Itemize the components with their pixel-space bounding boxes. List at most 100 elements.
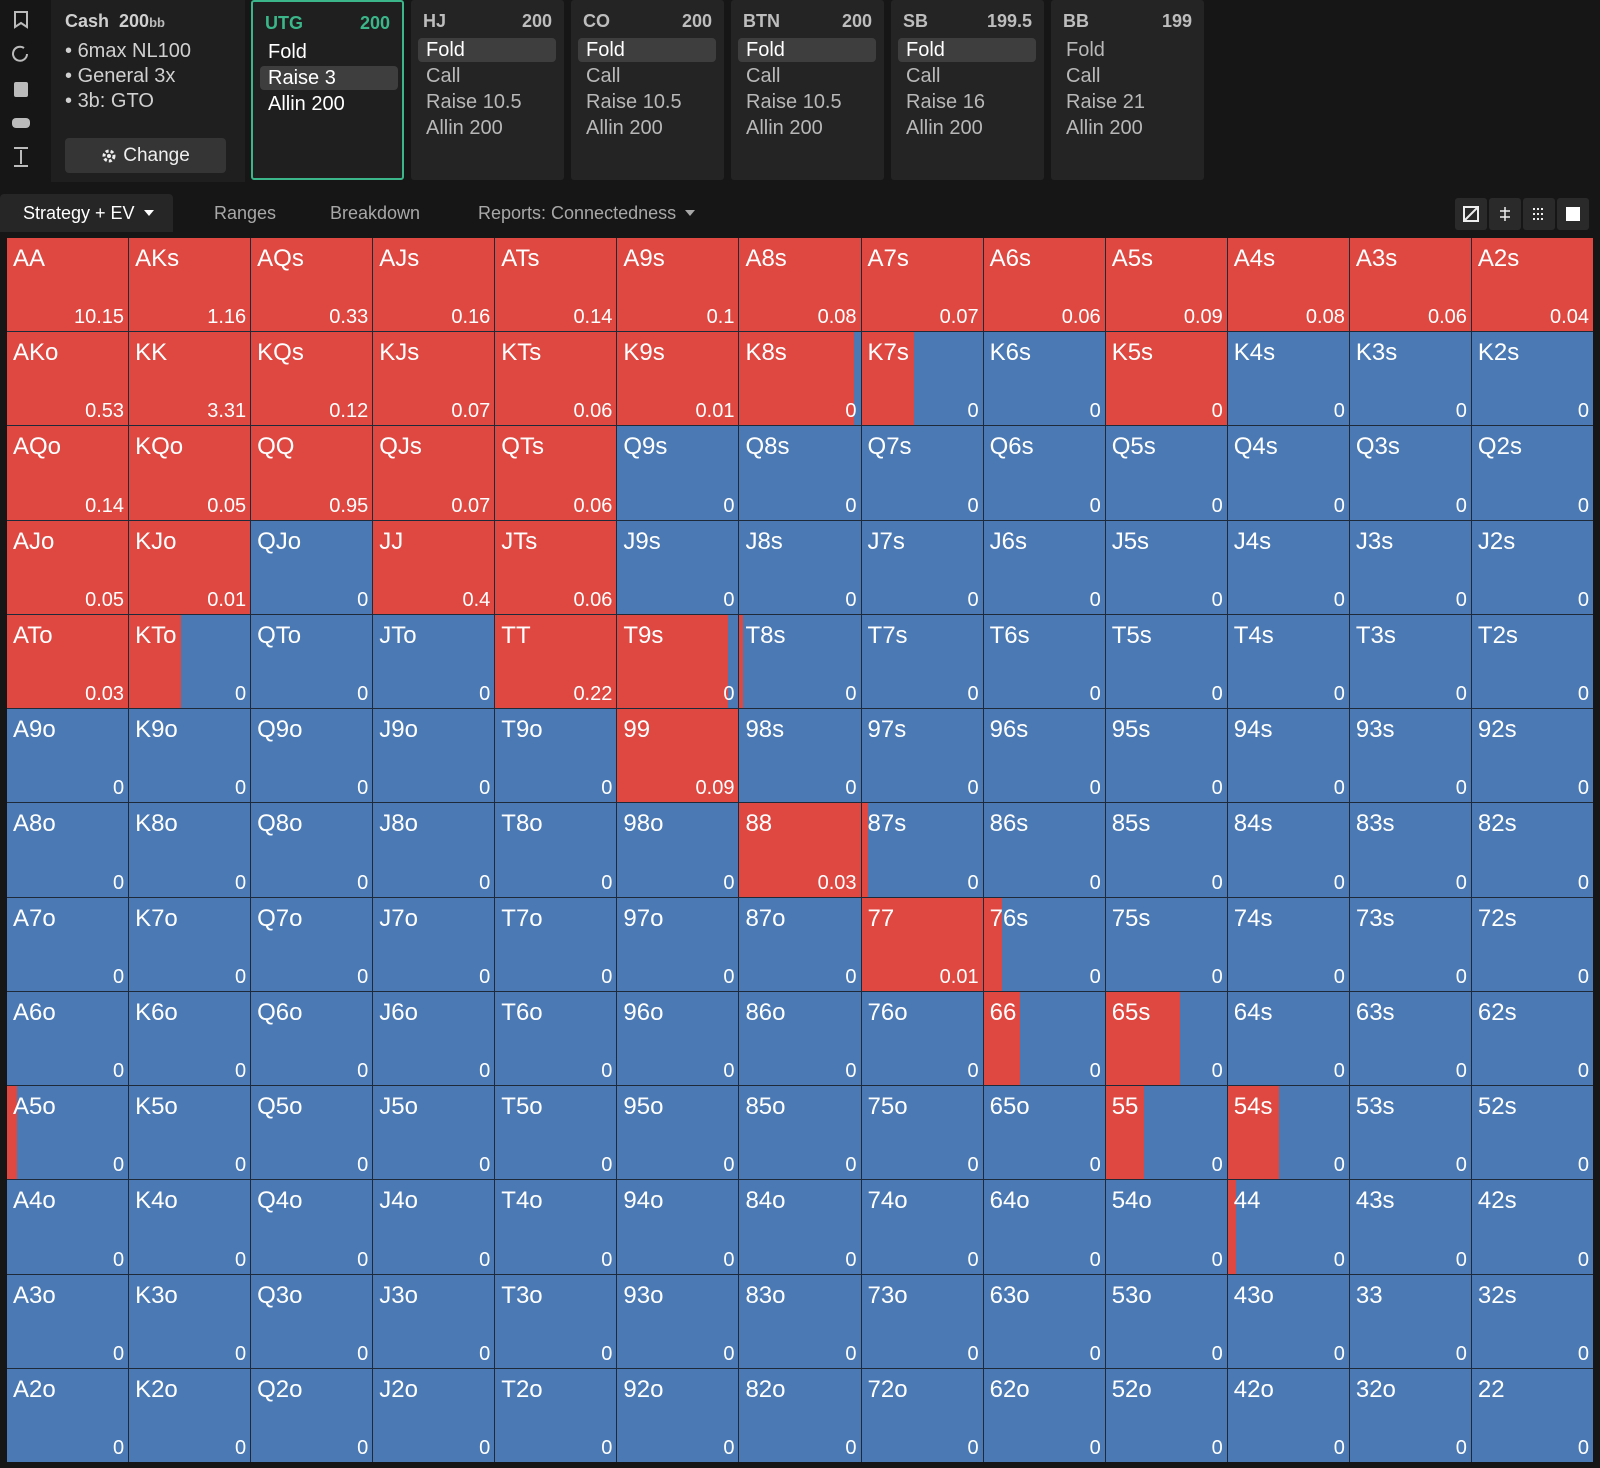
hand-cell[interactable]: ATo 0.03 <box>7 614 129 709</box>
hand-cell[interactable]: KK 3.31 <box>129 332 251 426</box>
hand-cell[interactable]: 52s 0 <box>1471 1086 1593 1180</box>
hand-cell[interactable]: A5o 0 <box>7 1086 129 1180</box>
position-panel[interactable]: CO 200 Fold Call Raise 10.5 Allin 200 <box>571 0 724 180</box>
hand-cell[interactable]: Q2s 0 <box>1471 426 1593 520</box>
hand-cell[interactable]: A5s 0.09 <box>1105 238 1227 332</box>
hand-cell[interactable]: 84s 0 <box>1227 803 1349 897</box>
hand-cell[interactable]: 86o 0 <box>739 991 861 1086</box>
action-option[interactable]: Allin 200 <box>906 117 983 139</box>
hand-cell[interactable]: 53s 0 <box>1349 1086 1471 1180</box>
hand-cell[interactable]: Q9s 0 <box>617 426 739 520</box>
hand-cell[interactable]: AQs 0.33 <box>251 238 373 332</box>
hand-cell[interactable]: J7o 0 <box>373 897 495 991</box>
action-option[interactable]: Fold <box>1066 39 1105 61</box>
hand-cell[interactable]: Q6s 0 <box>983 426 1105 520</box>
hand-cell[interactable]: 93s 0 <box>1349 709 1471 803</box>
hand-cell[interactable]: T2s 0 <box>1471 614 1593 709</box>
hand-cell[interactable]: T8s 0 <box>739 614 861 709</box>
action-option[interactable]: Fold <box>418 38 556 62</box>
hand-cell[interactable]: K2s 0 <box>1471 332 1593 426</box>
action-option[interactable]: Raise 16 <box>906 91 985 113</box>
hand-cell[interactable]: J4o 0 <box>373 1180 495 1274</box>
hand-cell[interactable]: 76s 0 <box>983 897 1105 991</box>
hand-cell[interactable]: K9o 0 <box>129 709 251 803</box>
hand-cell[interactable]: Q9o 0 <box>251 709 373 803</box>
hand-cell[interactable]: A7s 0.07 <box>861 238 983 332</box>
hand-cell[interactable]: 83s 0 <box>1349 803 1471 897</box>
hand-cell[interactable]: T7s 0 <box>861 614 983 709</box>
game-icon[interactable] <box>12 118 30 128</box>
hand-cell[interactable]: J9s 0 <box>617 520 739 614</box>
hand-cell[interactable]: J6o 0 <box>373 991 495 1086</box>
hand-cell[interactable]: 32o 0 <box>1349 1368 1471 1462</box>
action-option[interactable]: Allin 200 <box>268 93 345 115</box>
hand-cell[interactable]: 96o 0 <box>617 991 739 1086</box>
hand-cell[interactable]: JTs 0.06 <box>495 520 617 614</box>
hand-cell[interactable]: J8s 0 <box>739 520 861 614</box>
hand-cell[interactable]: 92s 0 <box>1471 709 1593 803</box>
hand-cell[interactable]: Q8s 0 <box>739 426 861 520</box>
hand-cell[interactable]: Q3o 0 <box>251 1274 373 1368</box>
action-option[interactable]: Raise 3 <box>260 66 398 90</box>
hand-cell[interactable]: T9s 0 <box>617 614 739 709</box>
hand-cell[interactable]: A7o 0 <box>7 897 129 991</box>
hand-cell[interactable]: Q7o 0 <box>251 897 373 991</box>
hand-cell[interactable]: Q4s 0 <box>1227 426 1349 520</box>
hand-cell[interactable]: TT 0.22 <box>495 614 617 709</box>
hand-cell[interactable]: T2o 0 <box>495 1368 617 1462</box>
hand-cell[interactable]: K7s 0 <box>861 332 983 426</box>
hand-cell[interactable]: Q3s 0 <box>1349 426 1471 520</box>
hand-cell[interactable]: K3o 0 <box>129 1274 251 1368</box>
hand-cell[interactable]: A9o 0 <box>7 709 129 803</box>
hand-cell[interactable]: 42s 0 <box>1471 1180 1593 1274</box>
hand-cell[interactable]: 87s 0 <box>861 803 983 897</box>
hand-cell[interactable]: K5s 0 <box>1105 332 1227 426</box>
hand-cell[interactable]: QTs 0.06 <box>495 426 617 520</box>
hand-cell[interactable]: K9s 0.01 <box>617 332 739 426</box>
hand-cell[interactable]: 62s 0 <box>1471 991 1593 1086</box>
hand-cell[interactable]: T6s 0 <box>983 614 1105 709</box>
bookmark-icon[interactable] <box>14 11 28 29</box>
hand-cell[interactable]: A3o 0 <box>7 1274 129 1368</box>
action-option[interactable]: Call <box>586 65 621 87</box>
tab[interactable]: Ranges <box>214 194 276 232</box>
hand-cell[interactable]: 82o 0 <box>739 1368 861 1462</box>
action-option[interactable]: Call <box>906 65 941 87</box>
hand-cell[interactable]: 93o 0 <box>617 1274 739 1368</box>
action-option[interactable]: Allin 200 <box>1066 117 1143 139</box>
hand-cell[interactable]: T3o 0 <box>495 1274 617 1368</box>
hand-cell[interactable]: AQo 0.14 <box>7 426 129 520</box>
hand-cell[interactable]: KQo 0.05 <box>129 426 251 520</box>
hand-cell[interactable]: 54o 0 <box>1105 1180 1227 1274</box>
hand-cell[interactable]: 55 0 <box>1105 1086 1227 1180</box>
height-icon[interactable] <box>14 147 28 167</box>
hand-cell[interactable]: 74o 0 <box>861 1180 983 1274</box>
hand-cell[interactable]: 83o 0 <box>739 1274 861 1368</box>
hand-cell[interactable]: QJs 0.07 <box>373 426 495 520</box>
hand-cell[interactable]: 53o 0 <box>1105 1274 1227 1368</box>
hand-cell[interactable]: K4s 0 <box>1227 332 1349 426</box>
tab[interactable]: Reports: Connectedness <box>478 194 696 232</box>
hand-cell[interactable]: J7s 0 <box>861 520 983 614</box>
hand-cell[interactable]: A6s 0.06 <box>983 238 1105 332</box>
hand-cell[interactable]: 72s 0 <box>1471 897 1593 991</box>
hand-cell[interactable]: 88 0.03 <box>739 803 861 897</box>
hand-cell[interactable]: 77 0.01 <box>861 897 983 991</box>
hand-cell[interactable]: T5o 0 <box>495 1086 617 1180</box>
hand-cell[interactable]: 85o 0 <box>739 1086 861 1180</box>
hand-cell[interactable]: A8s 0.08 <box>739 238 861 332</box>
action-option[interactable]: Raise 10.5 <box>746 91 842 113</box>
hand-cell[interactable]: 43o 0 <box>1227 1274 1349 1368</box>
hand-cell[interactable]: 64o 0 <box>983 1180 1105 1274</box>
hand-cell[interactable]: A9s 0.1 <box>617 238 739 332</box>
hand-cell[interactable]: KTo 0 <box>129 614 251 709</box>
hand-cell[interactable]: 73s 0 <box>1349 897 1471 991</box>
action-option[interactable]: Raise 10.5 <box>426 91 522 113</box>
hand-cell[interactable]: K4o 0 <box>129 1180 251 1274</box>
hand-cell[interactable]: A2s 0.04 <box>1471 238 1593 332</box>
change-button[interactable]: Change <box>65 138 226 173</box>
hand-cell[interactable]: KTs 0.06 <box>495 332 617 426</box>
hand-cell[interactable]: AKs 1.16 <box>129 238 251 332</box>
hand-cell[interactable]: KQs 0.12 <box>251 332 373 426</box>
hand-cell[interactable]: Q4o 0 <box>251 1180 373 1274</box>
